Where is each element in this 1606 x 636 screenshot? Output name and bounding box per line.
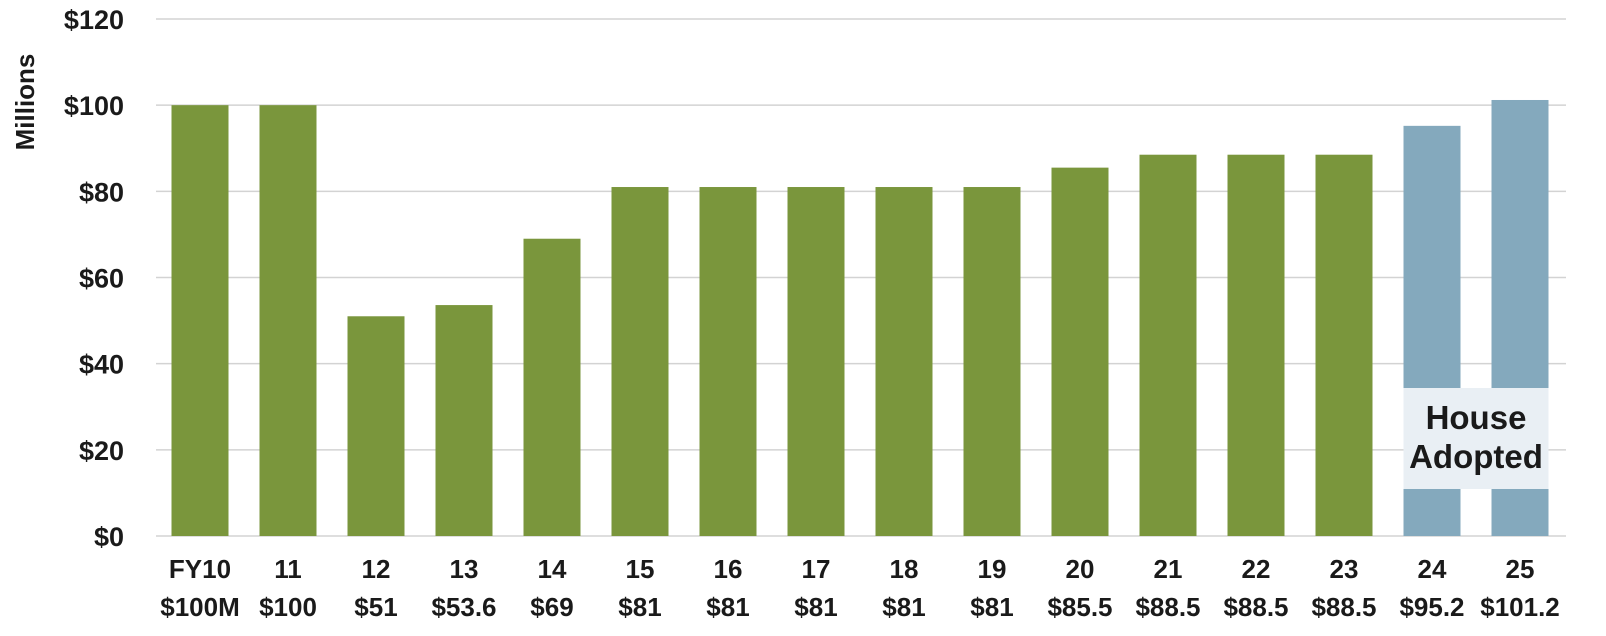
x-value-label: $88.5 xyxy=(1311,592,1376,622)
x-category-label: FY10 xyxy=(169,554,231,584)
x-category-label: 22 xyxy=(1242,554,1271,584)
bar-11 xyxy=(259,105,317,537)
annotation-text: House xyxy=(1426,399,1527,436)
x-value-label: $51 xyxy=(354,592,397,622)
x-category-label: 19 xyxy=(978,554,1007,584)
x-category-label: 17 xyxy=(802,554,831,584)
bar-15 xyxy=(611,187,669,536)
bar-22 xyxy=(1227,154,1285,536)
x-value-label: $100 xyxy=(259,592,317,622)
bar-fy10 xyxy=(171,105,229,537)
bar-13 xyxy=(435,305,493,536)
x-value-label: $88.5 xyxy=(1135,592,1200,622)
bar-18 xyxy=(875,187,933,536)
x-value-label: $81 xyxy=(882,592,925,622)
x-category-label: 15 xyxy=(626,554,655,584)
x-category-label: 21 xyxy=(1154,554,1183,584)
x-value-label: $81 xyxy=(970,592,1013,622)
y-tick-label: $80 xyxy=(79,177,124,207)
x-value-label: $69 xyxy=(530,592,573,622)
x-value-label: $81 xyxy=(794,592,837,622)
y-tick-label: $100 xyxy=(64,91,124,121)
y-axis-ticks: $0 $20 $40 $60 $80 $100 $120 xyxy=(64,5,124,552)
x-value-label: $53.6 xyxy=(431,592,496,622)
x-category-label: 23 xyxy=(1330,554,1359,584)
x-value-label: $100M xyxy=(160,592,240,622)
bars xyxy=(171,99,1549,537)
y-tick-label: $40 xyxy=(79,350,124,380)
x-category-label: 25 xyxy=(1506,554,1535,584)
annotation-box xyxy=(1403,388,1549,489)
x-value-label: $88.5 xyxy=(1223,592,1288,622)
x-category-label: 14 xyxy=(538,554,567,584)
bar-21 xyxy=(1139,154,1197,536)
bar-20 xyxy=(1051,167,1109,536)
annotation-text: Adopted xyxy=(1409,438,1543,475)
x-category-label: 16 xyxy=(714,554,743,584)
y-tick-label: $20 xyxy=(79,436,124,466)
x-category-label: 13 xyxy=(450,554,479,584)
y-tick-label: $0 xyxy=(94,522,124,552)
x-value-label: $95.2 xyxy=(1399,592,1464,622)
bar-19 xyxy=(963,187,1021,536)
x-category-label: 24 xyxy=(1418,554,1447,584)
x-value-label: $81 xyxy=(706,592,749,622)
bar-14 xyxy=(523,238,581,536)
x-value-label: $85.5 xyxy=(1047,592,1112,622)
bar-17 xyxy=(787,187,845,536)
y-tick-label: $120 xyxy=(64,5,124,35)
bar-12 xyxy=(347,316,405,536)
x-category-label: 12 xyxy=(362,554,391,584)
bar-23 xyxy=(1315,154,1373,536)
bar-16 xyxy=(699,187,757,536)
x-value-label: $81 xyxy=(618,592,661,622)
y-axis-title: Millions xyxy=(10,54,40,151)
x-category-label: 18 xyxy=(890,554,919,584)
x-category-label: 20 xyxy=(1066,554,1095,584)
x-axis-labels: FY10 $100M 11 $100 12 $51 13 $53.6 14 $69 15 $81 16 $… xyxy=(160,554,1560,622)
y-tick-label: $60 xyxy=(79,264,124,294)
x-category-label: 11 xyxy=(274,554,302,584)
x-value-label: $101.2 xyxy=(1480,592,1560,622)
